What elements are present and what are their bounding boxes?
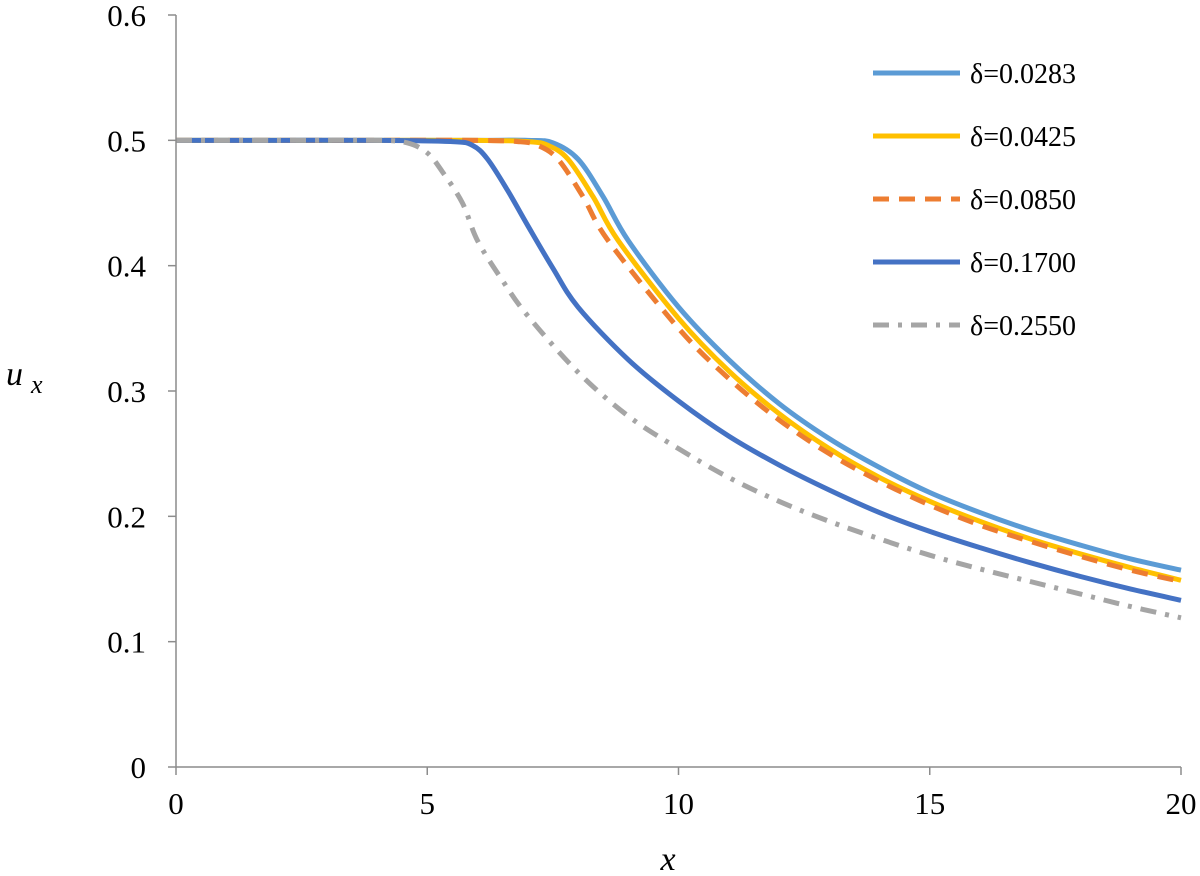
x-tick-label: 20: [1166, 786, 1197, 821]
legend-label-5: δ=0.2550: [970, 311, 1076, 342]
series-layer: [176, 137, 1182, 621]
y-axis-title-main: u: [6, 356, 23, 393]
y-tick-label: 0: [131, 750, 147, 785]
y-axis-title-subscript: x: [30, 370, 43, 399]
series-line-5: [176, 137, 1182, 621]
x-axis-title: x: [659, 841, 675, 876]
legend: δ=0.0283 δ=0.0425 δ=0.0850 δ=0.1700 δ=0.2550: [873, 59, 1076, 342]
series-line-4: [176, 137, 1182, 603]
y-tick-label: 0.4: [107, 249, 146, 284]
x-tick-label: 0: [168, 786, 184, 821]
y-tick-label: 0.3: [107, 374, 146, 409]
legend-label-4: δ=0.1700: [970, 248, 1076, 279]
y-tick-label: 0.2: [107, 499, 146, 534]
x-tick-label: 10: [663, 786, 694, 821]
y-tick-label: 0.1: [107, 625, 146, 660]
x-tick-label: 15: [914, 786, 945, 821]
legend-label-2: δ=0.0425: [970, 122, 1076, 153]
legend-label-3: δ=0.0850: [970, 185, 1076, 216]
legend-label-1: δ=0.0283: [970, 59, 1076, 90]
y-tick-label: 0.6: [107, 0, 146, 33]
axes-layer: 0 0.1 0.2 0.3 0.4 0.5 0.6 0 5 10 15 20: [107, 0, 1196, 821]
x-tick-label: 5: [420, 786, 436, 821]
y-tick-label: 0.5: [107, 123, 146, 158]
